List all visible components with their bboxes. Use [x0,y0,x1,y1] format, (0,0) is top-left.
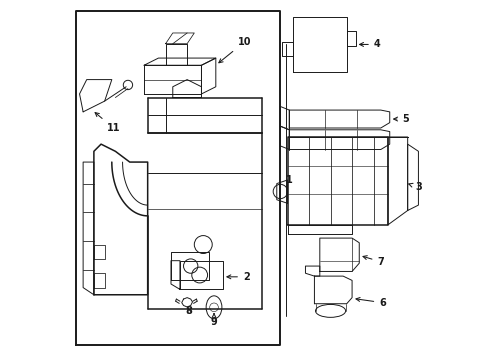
Text: 2: 2 [226,272,249,282]
Text: 3: 3 [408,182,421,192]
Text: 10: 10 [219,37,251,63]
Text: 1: 1 [285,175,292,185]
Text: 9: 9 [210,314,217,327]
Text: 8: 8 [185,306,192,316]
Text: 6: 6 [355,297,385,308]
Text: 5: 5 [393,114,408,124]
Text: 7: 7 [362,256,384,267]
Text: 11: 11 [95,113,120,133]
Text: 4: 4 [359,40,380,49]
